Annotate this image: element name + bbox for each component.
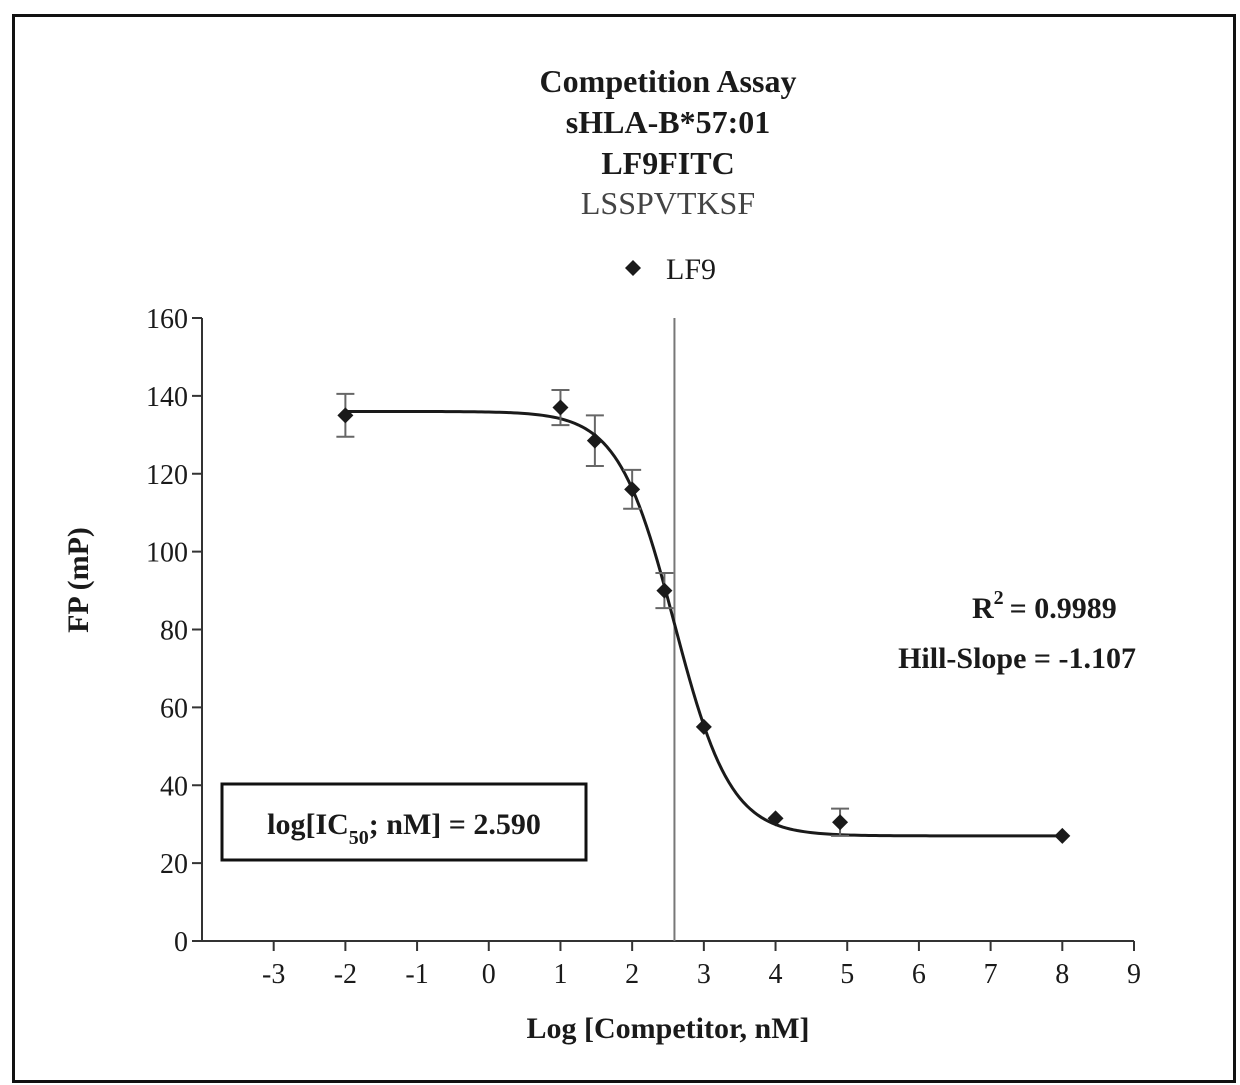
data-point-diamond bbox=[768, 810, 784, 826]
y-tick-label: 80 bbox=[160, 616, 188, 647]
y-tick-label: 140 bbox=[146, 382, 188, 413]
data-point-diamond bbox=[696, 719, 712, 735]
chart-subtitle-probe: LF9FITC bbox=[601, 145, 734, 181]
x-tick-label: 3 bbox=[697, 959, 711, 990]
chart-title: Competition Assay bbox=[540, 63, 797, 99]
data-point-diamond bbox=[624, 481, 640, 497]
hill-slope-annotation: Hill-Slope = -1.107 bbox=[898, 642, 1136, 675]
y-axis-label: FP (mP) bbox=[62, 527, 95, 633]
x-tick-label: 4 bbox=[769, 959, 783, 990]
r-squared-superscript: 2 bbox=[994, 587, 1004, 609]
y-tick-label: 0 bbox=[174, 927, 188, 958]
y-tick-label: 40 bbox=[160, 771, 188, 802]
data-points bbox=[336, 390, 1070, 844]
x-tick-label: 5 bbox=[840, 959, 854, 990]
ic50-subscript: 50 bbox=[349, 827, 369, 849]
x-tick-label: -2 bbox=[334, 959, 357, 990]
y-tick-label: 20 bbox=[160, 849, 188, 880]
r-squared-label: R bbox=[972, 592, 994, 625]
data-point-diamond bbox=[832, 814, 848, 830]
legend-label: LF9 bbox=[666, 253, 716, 286]
x-axis-label: Log [Competitor, nM] bbox=[526, 1012, 809, 1045]
data-point-diamond bbox=[1054, 828, 1070, 844]
legend-marker-diamond bbox=[625, 260, 641, 276]
fit-curve bbox=[345, 411, 1062, 835]
x-tick-label: 9 bbox=[1127, 959, 1141, 990]
x-tick-label: 7 bbox=[984, 959, 998, 990]
y-tick-label: 120 bbox=[146, 460, 188, 491]
chart-subtitle-peptide: LSSPVTKSF bbox=[581, 185, 755, 221]
chart-subtitle-allele: sHLA-B*57:01 bbox=[566, 104, 770, 140]
x-tick-label: -3 bbox=[262, 959, 285, 990]
r-squared-annotation: R2 = 0.9989 bbox=[972, 587, 1117, 625]
ic50-prefix: log[IC bbox=[267, 808, 349, 841]
x-tick-label: 6 bbox=[912, 959, 926, 990]
y-tick-label: 60 bbox=[160, 693, 188, 724]
x-tick-label: -1 bbox=[405, 959, 428, 990]
r-squared-value: = 0.9989 bbox=[1010, 592, 1117, 625]
y-tick-label: 160 bbox=[146, 304, 188, 335]
y-tick-label: 100 bbox=[146, 538, 188, 569]
data-point-diamond bbox=[587, 433, 603, 449]
x-tick-label: 1 bbox=[553, 959, 567, 990]
data-point-diamond bbox=[552, 400, 568, 416]
x-tick-label: 2 bbox=[625, 959, 639, 990]
x-tick-label: 0 bbox=[482, 959, 496, 990]
data-point-diamond bbox=[656, 583, 672, 599]
data-point-diamond bbox=[337, 407, 353, 423]
fit-curve-path bbox=[345, 411, 1062, 835]
legend: LF9 bbox=[625, 253, 716, 286]
x-tick-label: 8 bbox=[1055, 959, 1069, 990]
ic50-value: ; nM] = 2.590 bbox=[369, 808, 541, 841]
